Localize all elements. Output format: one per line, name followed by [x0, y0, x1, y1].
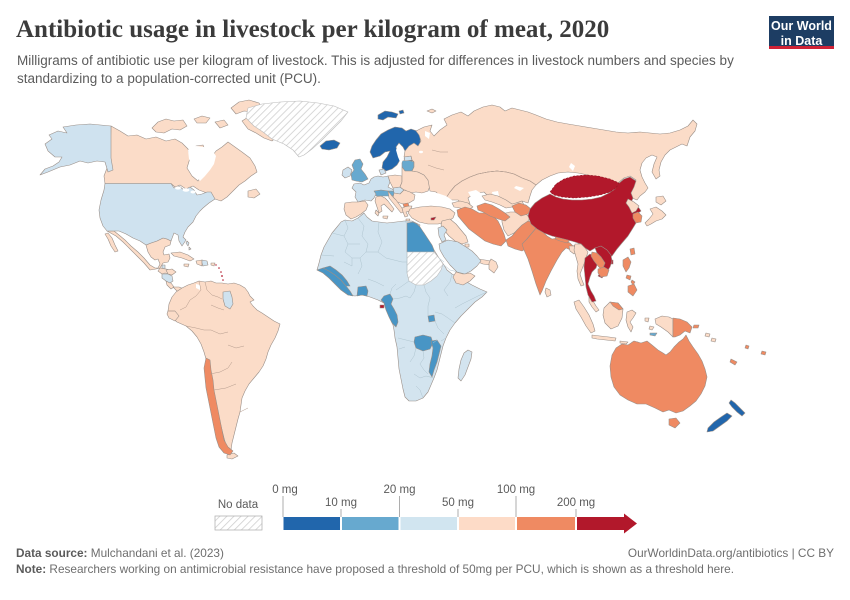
svg-text:0 mg: 0 mg	[272, 484, 298, 496]
svg-text:50 mg: 50 mg	[442, 497, 474, 509]
svg-text:No data: No data	[218, 499, 259, 511]
svg-text:20 mg: 20 mg	[384, 484, 416, 496]
svg-text:10 mg: 10 mg	[325, 497, 357, 509]
svg-text:100 mg: 100 mg	[497, 484, 535, 496]
svg-text:200 mg: 200 mg	[557, 497, 595, 509]
